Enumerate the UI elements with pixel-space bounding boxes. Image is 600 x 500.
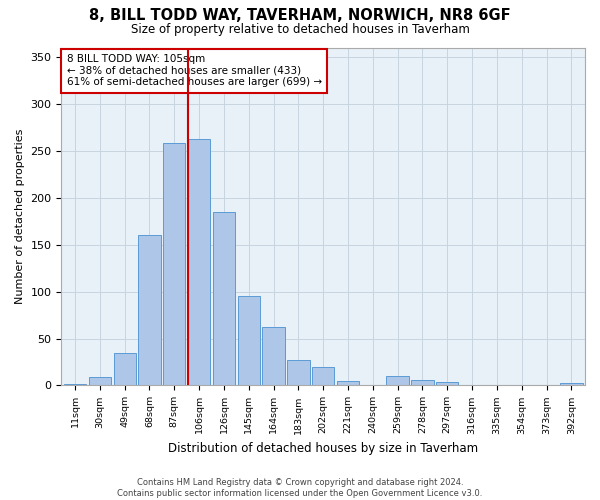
Text: 8 BILL TODD WAY: 105sqm
← 38% of detached houses are smaller (433)
61% of semi-d: 8 BILL TODD WAY: 105sqm ← 38% of detache…: [67, 54, 322, 88]
Bar: [560, 382, 583, 386]
Bar: [287, 360, 310, 386]
Bar: [89, 377, 111, 386]
Bar: [139, 235, 161, 386]
Bar: [213, 212, 235, 386]
Bar: [188, 140, 210, 386]
Bar: [163, 144, 185, 386]
Bar: [238, 296, 260, 386]
Bar: [64, 384, 86, 386]
Bar: [262, 327, 285, 386]
Bar: [113, 352, 136, 386]
Bar: [411, 380, 434, 386]
Text: 8, BILL TODD WAY, TAVERHAM, NORWICH, NR8 6GF: 8, BILL TODD WAY, TAVERHAM, NORWICH, NR8…: [89, 8, 511, 22]
Text: Contains HM Land Registry data © Crown copyright and database right 2024.
Contai: Contains HM Land Registry data © Crown c…: [118, 478, 482, 498]
Bar: [386, 376, 409, 386]
Bar: [312, 366, 334, 386]
Bar: [337, 381, 359, 386]
Bar: [436, 382, 458, 386]
Bar: [362, 384, 384, 386]
Y-axis label: Number of detached properties: Number of detached properties: [15, 129, 25, 304]
X-axis label: Distribution of detached houses by size in Taverham: Distribution of detached houses by size …: [168, 442, 478, 455]
Bar: [461, 384, 483, 386]
Bar: [486, 384, 508, 386]
Text: Size of property relative to detached houses in Taverham: Size of property relative to detached ho…: [131, 22, 469, 36]
